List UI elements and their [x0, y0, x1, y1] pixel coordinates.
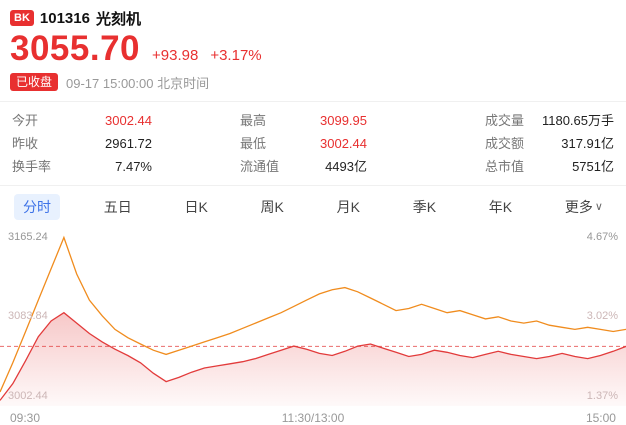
stat-value: 5751亿 — [572, 158, 614, 174]
time-axis: 09:30 11:30/13:00 15:00 — [0, 406, 626, 425]
tab-weekly-k[interactable]: 周K — [252, 194, 293, 220]
tab-quarterly-k[interactable]: 季K — [404, 194, 445, 220]
current-price: 3055.70 — [10, 29, 141, 68]
tab-daily-k[interactable]: 日K — [175, 194, 216, 220]
tab-monthly-k[interactable]: 月K — [328, 194, 369, 220]
stat-value: 7.47% — [115, 158, 152, 174]
market-type-badge: BK — [10, 10, 34, 26]
tab-label: 更多 — [564, 198, 593, 215]
chevron-down-icon: ∨ — [594, 201, 603, 214]
intraday-chart[interactable]: 3165.24 3083.84 3002.44 4.67% 3.02% 1.37… — [0, 228, 626, 406]
tab-label: 周K — [260, 198, 284, 215]
tab-minute[interactable]: 分时 — [14, 193, 60, 220]
stat-label: 换手率 — [12, 158, 52, 174]
time-label-midday: 11:30/13:00 — [281, 410, 345, 425]
stat-value: 4493亿 — [325, 158, 367, 174]
stat-market-cap: 总市值 5751亿 — [485, 159, 614, 174]
stock-header: BK 101316 光刻机 3055.70 +93.98 +3.17% 已收盘 … — [0, 0, 626, 92]
divider — [0, 184, 626, 186]
tab-more[interactable]: 更多 ∨ — [556, 194, 612, 220]
chart-canvas[interactable] — [0, 228, 626, 406]
title-row: BK 101316 光刻机 — [10, 8, 616, 28]
stat-float-value: 流通值 4493亿 — [240, 159, 485, 174]
avg-price-line — [0, 235, 626, 393]
stat-label: 最高 — [240, 112, 267, 128]
stats-grid: 今开 3002.44 最高 3099.95 成交量 1180.65万手 昨收 2961.… — [0, 102, 626, 185]
stat-prev-close: 昨收 2961.72 — [12, 136, 240, 151]
stat-value: 1180.65万手 — [541, 112, 614, 128]
stock-name: 光刻机 — [95, 10, 141, 28]
stat-label: 今开 — [12, 112, 39, 128]
tab-5day[interactable]: 五日 — [95, 194, 141, 220]
market-status-row: 已收盘 09-17 15:00:00 北京时间 — [10, 73, 616, 92]
stat-label: 流通值 — [240, 158, 280, 174]
stat-value: 3099.95 — [320, 112, 367, 128]
stat-value: 3002.44 — [105, 112, 152, 128]
market-status-badge: 已收盘 — [10, 73, 59, 92]
stat-label: 昨收 — [12, 135, 39, 151]
tab-label: 日K — [184, 198, 208, 215]
time-label-open: 09:30 — [10, 410, 41, 425]
tab-yearly-k[interactable]: 年K — [480, 194, 521, 220]
stock-code: 101316 — [39, 9, 90, 27]
divider — [0, 100, 626, 102]
status-timestamp: 09-17 15:00:00 北京时间 — [66, 75, 210, 91]
price-change: +93.98 — [152, 47, 199, 64]
period-tabs: 分时 五日 日K 周K 月K 季K 年K 更多 ∨ — [0, 186, 626, 228]
time-label-close: 15:00 — [585, 410, 616, 425]
price-line — [0, 311, 626, 401]
stat-open: 今开 3002.44 — [12, 113, 240, 128]
stat-volume: 成交量 1180.65万手 — [485, 113, 614, 128]
tab-label: 分时 — [23, 198, 51, 215]
stat-label: 成交量 — [485, 112, 525, 128]
stat-value: 317.91亿 — [561, 135, 614, 151]
stat-turnover-amount: 成交额 317.91亿 — [485, 136, 614, 151]
tab-label: 五日 — [103, 198, 132, 215]
stat-value: 3002.44 — [320, 135, 367, 151]
stat-turnover-rate: 换手率 7.47% — [12, 159, 240, 174]
stat-value: 2961.72 — [105, 135, 152, 151]
tab-label: 月K — [336, 198, 360, 215]
tab-label: 年K — [488, 198, 513, 215]
stat-low: 最低 3002.44 — [240, 136, 485, 151]
stat-label: 成交额 — [485, 135, 525, 151]
price-display: 3055.70 +93.98 +3.17% — [10, 30, 616, 68]
stat-label: 总市值 — [485, 158, 525, 174]
stat-high: 最高 3099.95 — [240, 113, 485, 128]
price-area-fill — [0, 312, 626, 406]
stat-label: 最低 — [240, 135, 267, 151]
price-change-percent: +3.17% — [210, 47, 262, 64]
tab-label: 季K — [412, 198, 437, 215]
